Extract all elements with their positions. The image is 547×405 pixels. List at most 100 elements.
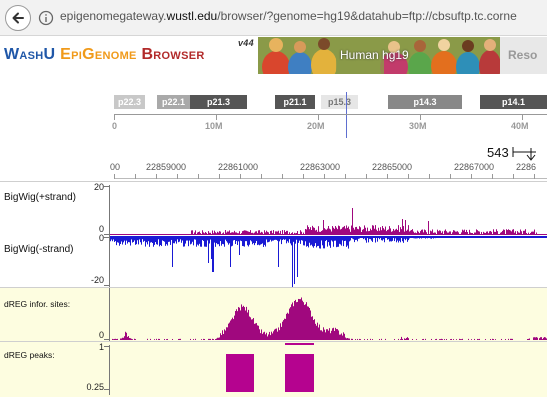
dreg-peaks-signal xyxy=(226,343,314,392)
banner-figures-image xyxy=(258,37,500,74)
url-domain: wustl.edu xyxy=(166,9,218,23)
scale-min-dreg-peaks: 0.25 xyxy=(86,382,104,392)
ruler-tick xyxy=(420,114,421,120)
info-icon[interactable] xyxy=(38,10,54,26)
coordinate-label: 22863000 xyxy=(300,162,341,172)
arrow-left-icon xyxy=(12,12,24,24)
ruler-label: 10M xyxy=(205,121,223,131)
cytoband[interactable]: p22.3 xyxy=(114,95,145,109)
track-axis-plus xyxy=(109,185,110,235)
genome-banner[interactable]: Human hg19 xyxy=(258,37,500,74)
dreg-peak-top-mark xyxy=(285,343,314,345)
track-bigwig-plus[interactable]: BigWig(+strand) 20 0 xyxy=(0,182,547,235)
cytoband[interactable] xyxy=(315,95,321,109)
dreg-sites-signal xyxy=(112,297,547,340)
coordinate-tick xyxy=(135,174,136,179)
coordinate-tick xyxy=(513,174,514,179)
coordinate-tick xyxy=(303,174,304,179)
washu-logo[interactable]: WashU EpiGenome Browser v44 xyxy=(4,38,254,70)
logo-washu: WashU xyxy=(4,46,61,63)
coordinate-tick xyxy=(198,174,199,179)
chromosome-ruler: 0 10M 20M 30M 40M xyxy=(112,112,547,134)
ruler-tick xyxy=(216,114,217,120)
axis-tick xyxy=(104,285,109,286)
chromosome-ruler-axis xyxy=(114,114,547,115)
track-divider xyxy=(0,341,547,342)
cytoband[interactable]: p14.1 xyxy=(480,95,547,109)
coordinate-tick xyxy=(345,174,346,179)
coordinate-tick xyxy=(450,174,451,179)
coordinate-tick xyxy=(534,174,535,179)
coordinate-tick xyxy=(219,174,220,179)
dreg-peak-block xyxy=(285,354,314,392)
logo-browser: Browser xyxy=(141,46,205,63)
coordinate-tick xyxy=(114,174,115,179)
back-button[interactable] xyxy=(5,5,31,31)
view-width-label: 543 xyxy=(487,145,509,160)
coordinate-tick xyxy=(261,174,262,179)
dreg-peak-block xyxy=(226,354,254,392)
browser-address-bar: epigenomegateway.wustl.edu/browser/?geno… xyxy=(0,0,547,36)
resources-tab[interactable]: Reso xyxy=(500,37,547,74)
coordinate-ruler: 00 22859000 22861000 22863000 22865000 228670… xyxy=(110,160,547,180)
track-axis-dreg-peaks xyxy=(109,345,110,395)
track-divider xyxy=(0,287,547,288)
app-header: WashU EpiGenome Browser v44 Human hg19 R xyxy=(0,37,547,74)
minus-signal-bars xyxy=(110,237,440,287)
track-bigwig-minus[interactable]: BigWig(-strand) 0 -20 xyxy=(0,233,547,287)
track-label-minus: BigWig(-strand) xyxy=(4,244,74,255)
axis-tick xyxy=(104,346,109,347)
axis-tick xyxy=(104,339,109,340)
axis-tick xyxy=(104,186,109,187)
track-dreg-peaks[interactable]: dREG peaks: 1 0.25 xyxy=(0,342,547,397)
coordinate-label: 00 xyxy=(110,162,121,172)
track-dreg-sites[interactable]: dREG infor. sites: 0 xyxy=(0,288,547,341)
scale-min-minus: -20 xyxy=(90,275,104,285)
coordinate-label: 22859000 xyxy=(146,162,187,172)
track-label-dreg-peaks: dREG peaks: xyxy=(4,350,55,360)
plus-signal-bars xyxy=(191,208,537,234)
axis-tick xyxy=(104,234,109,235)
ruler-tick xyxy=(522,114,523,120)
coordinate-tick xyxy=(408,174,409,179)
cytoband[interactable]: p22.1 xyxy=(157,95,190,109)
zoom-to-region-icon[interactable] xyxy=(512,145,538,161)
coordinate-label: 2286 xyxy=(516,162,537,172)
cytoband[interactable] xyxy=(145,95,157,109)
scale-min-dreg-sites: 0 xyxy=(98,330,104,340)
scale-max-minus: 0 xyxy=(98,233,104,243)
url-field[interactable]: epigenomegateway.wustl.edu/browser/?geno… xyxy=(60,9,517,23)
resources-tab-label: Reso xyxy=(508,48,538,62)
dreg-sites-bars xyxy=(112,297,547,340)
minus-strand-signal xyxy=(110,236,547,287)
coordinate-tick xyxy=(177,174,178,179)
coordinate-label: 22865000 xyxy=(372,162,413,172)
chromosome-ideogram[interactable]: p22.3 p22.1 p21.3 p21.1 p15.3 p14.3 p14.1 xyxy=(114,95,547,109)
track-label-dreg-sites: dREG infor. sites: xyxy=(4,299,71,309)
scale-max-dreg-peaks: 1 xyxy=(98,342,104,352)
scale-max-plus: 20 xyxy=(93,182,104,192)
ruler-label: 40M xyxy=(511,121,529,131)
coordinate-tick xyxy=(366,174,367,179)
coordinate-tick xyxy=(492,174,493,179)
cytoband[interactable] xyxy=(358,95,388,109)
cytoband[interactable]: p14.3 xyxy=(388,95,462,109)
cytoband[interactable]: p21.1 xyxy=(275,95,315,109)
cytoband[interactable] xyxy=(462,95,480,109)
cytoband[interactable]: p21.3 xyxy=(190,95,247,109)
track-axis-minus xyxy=(109,235,110,287)
coordinate-label: 22861000 xyxy=(218,162,259,172)
ruler-tick xyxy=(114,114,115,120)
coordinate-tick xyxy=(156,174,157,179)
coordinate-tick xyxy=(282,174,283,179)
coordinate-tick xyxy=(429,174,430,179)
scale-min-plus: 0 xyxy=(98,224,104,234)
ruler-label: 20M xyxy=(307,121,325,131)
coordinate-tick xyxy=(387,174,388,179)
cytoband[interactable] xyxy=(247,95,275,109)
ruler-label: 0 xyxy=(112,121,118,131)
track-divider xyxy=(0,181,547,182)
coordinate-tick xyxy=(240,174,241,179)
cytoband[interactable]: p15.3 xyxy=(321,95,358,109)
plus-strand-signal xyxy=(110,208,547,235)
